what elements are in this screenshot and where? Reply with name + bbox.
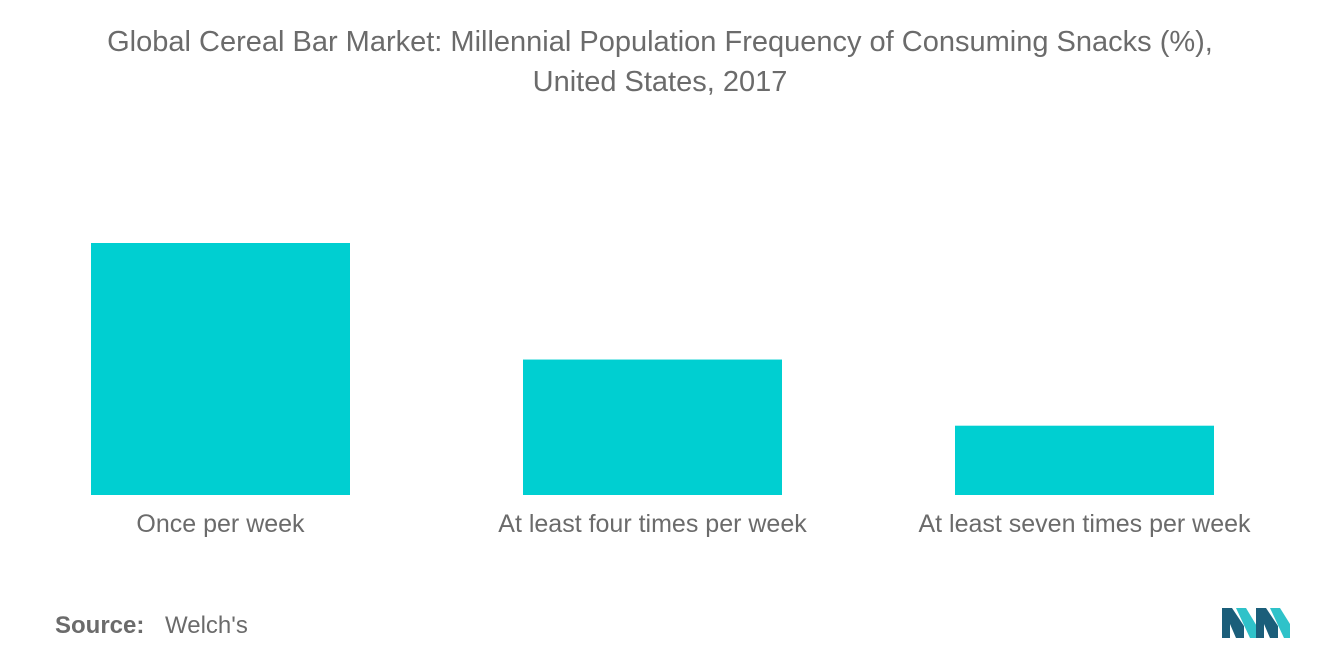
mordor-intelligence-logo-icon (1222, 608, 1290, 638)
chart-title-line-2: United States, 2017 (532, 66, 788, 98)
source-note: Source: Welch's (55, 612, 248, 640)
bar-1 (91, 243, 350, 495)
category-label-1: Once per week (136, 510, 305, 538)
bar-3 (955, 425, 1214, 495)
source-value: Welch's (165, 612, 248, 639)
chart-title-line-1: Global Cereal Bar Market: Millennial Pop… (107, 26, 1213, 58)
bar-2 (523, 359, 782, 495)
category-label-2: At least four times per week (498, 510, 807, 538)
source-label: Source: (55, 612, 145, 639)
category-label-3: At least seven times per week (918, 510, 1251, 538)
chart-title: Global Cereal Bar Market: Millennial Pop… (0, 22, 1320, 102)
